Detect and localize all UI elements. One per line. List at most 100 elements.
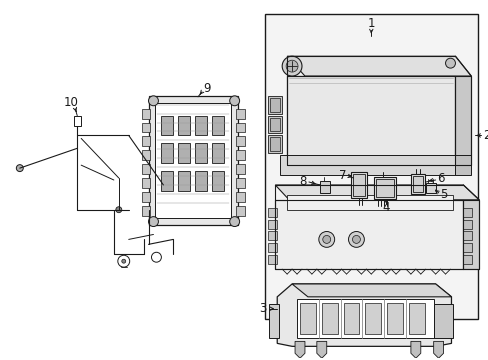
Text: 7: 7: [338, 168, 346, 181]
Polygon shape: [142, 136, 150, 146]
Circle shape: [445, 58, 454, 68]
Polygon shape: [178, 116, 190, 135]
Text: 9: 9: [203, 82, 210, 95]
Polygon shape: [235, 164, 244, 174]
Polygon shape: [235, 178, 244, 188]
Polygon shape: [211, 171, 224, 191]
Polygon shape: [275, 200, 463, 269]
Circle shape: [322, 235, 330, 243]
Polygon shape: [316, 341, 326, 358]
Text: 4: 4: [382, 201, 389, 214]
Polygon shape: [235, 122, 244, 132]
Polygon shape: [178, 143, 190, 163]
Circle shape: [352, 235, 360, 243]
Circle shape: [318, 231, 334, 247]
Polygon shape: [463, 208, 471, 217]
Polygon shape: [433, 341, 443, 358]
Text: 2: 2: [483, 129, 488, 142]
Bar: [155, 103, 230, 218]
Polygon shape: [277, 284, 450, 346]
Polygon shape: [433, 304, 452, 338]
Text: 6: 6: [436, 171, 444, 185]
Bar: [148, 96, 237, 225]
Polygon shape: [296, 299, 433, 338]
Polygon shape: [161, 171, 173, 191]
Polygon shape: [142, 178, 150, 188]
Polygon shape: [235, 192, 244, 202]
Circle shape: [16, 165, 23, 172]
Polygon shape: [408, 303, 424, 334]
Polygon shape: [275, 185, 478, 200]
Polygon shape: [463, 200, 478, 269]
Polygon shape: [270, 118, 280, 131]
Circle shape: [148, 96, 158, 106]
Polygon shape: [268, 116, 282, 134]
Text: 3: 3: [258, 302, 265, 315]
Bar: [373, 177, 395, 199]
Bar: [410, 174, 424, 194]
Polygon shape: [268, 231, 277, 240]
Polygon shape: [343, 303, 359, 334]
Polygon shape: [291, 284, 450, 297]
Circle shape: [282, 56, 302, 76]
Circle shape: [122, 259, 125, 263]
Polygon shape: [268, 255, 277, 264]
Polygon shape: [270, 138, 280, 151]
Bar: [265, 14, 477, 319]
Polygon shape: [178, 171, 190, 191]
Polygon shape: [161, 143, 173, 163]
Circle shape: [229, 96, 239, 106]
Text: 8: 8: [299, 175, 306, 189]
Circle shape: [285, 60, 297, 72]
Polygon shape: [365, 303, 381, 334]
Polygon shape: [268, 220, 277, 229]
Polygon shape: [286, 76, 305, 165]
Polygon shape: [142, 206, 150, 216]
Polygon shape: [270, 98, 280, 112]
Polygon shape: [195, 143, 206, 163]
Bar: [351, 172, 366, 198]
Polygon shape: [286, 195, 452, 210]
Polygon shape: [463, 231, 471, 240]
Circle shape: [348, 231, 364, 247]
Polygon shape: [142, 150, 150, 160]
Polygon shape: [286, 56, 470, 76]
Bar: [353, 174, 365, 196]
Bar: [319, 181, 329, 193]
Polygon shape: [211, 143, 224, 163]
Circle shape: [148, 217, 158, 226]
Polygon shape: [268, 96, 282, 114]
Polygon shape: [454, 76, 470, 165]
Polygon shape: [268, 243, 277, 252]
Polygon shape: [268, 135, 282, 153]
Polygon shape: [386, 303, 402, 334]
Bar: [425, 183, 435, 193]
Polygon shape: [195, 171, 206, 191]
Polygon shape: [211, 116, 224, 135]
Text: 1: 1: [367, 17, 374, 30]
Polygon shape: [463, 255, 471, 264]
Polygon shape: [463, 220, 471, 229]
Polygon shape: [286, 76, 454, 165]
Circle shape: [229, 217, 239, 226]
Polygon shape: [142, 192, 150, 202]
Polygon shape: [300, 303, 315, 334]
Polygon shape: [235, 109, 244, 118]
Polygon shape: [294, 341, 305, 358]
Circle shape: [116, 207, 122, 213]
Polygon shape: [161, 116, 173, 135]
Polygon shape: [195, 116, 206, 135]
Polygon shape: [268, 208, 277, 217]
Polygon shape: [269, 304, 279, 338]
Polygon shape: [142, 122, 150, 132]
Polygon shape: [280, 155, 454, 175]
Bar: [375, 179, 393, 197]
Text: 10: 10: [64, 96, 79, 109]
Polygon shape: [410, 341, 420, 358]
Text: 5: 5: [439, 188, 447, 201]
Polygon shape: [235, 136, 244, 146]
Polygon shape: [463, 243, 471, 252]
Polygon shape: [142, 109, 150, 118]
Polygon shape: [321, 303, 337, 334]
Polygon shape: [235, 206, 244, 216]
